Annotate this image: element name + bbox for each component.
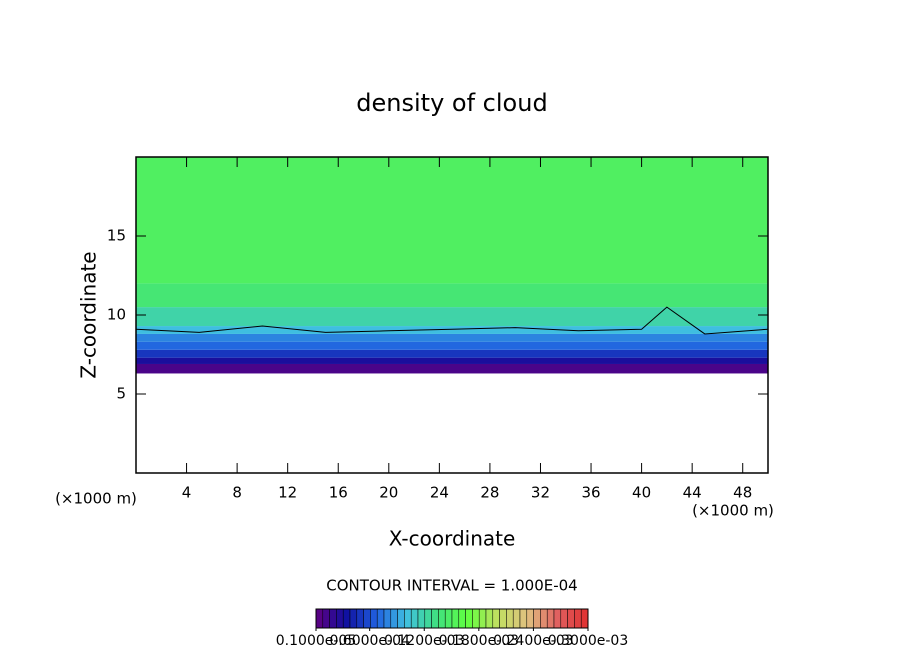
y-tick-label: 5 [116,385,126,403]
colorbar-swatch [574,608,582,629]
x-axis-label: X-coordinate [389,527,516,551]
x-tick-label: 16 [329,484,348,502]
colorbar-tick-label: 0.1000e-05 [276,633,356,649]
colorbar-swatch [526,608,534,629]
contour-interval: CONTOUR INTERVAL = 1.000E-04 [326,577,577,595]
colorbar-swatch [512,608,521,629]
x-tick-label: 24 [430,484,449,502]
colorbar-swatch [553,608,562,629]
field-cell [136,157,768,284]
colorbar-swatch [580,608,589,629]
chart-title: density of cloud [356,89,547,117]
field-cell [136,326,768,334]
colorbar-swatch [478,608,487,629]
colorbar-swatch [472,608,480,629]
field-cell [136,363,768,374]
field-cell [136,357,768,364]
field-cell [136,283,768,308]
x-tick-label: 20 [379,484,398,502]
y-tick-label: 15 [107,227,126,245]
colorbar-swatch [519,608,528,629]
colorbar-swatch [370,608,378,629]
field [136,157,768,374]
colorbar-swatch [315,608,324,629]
colorbar-swatch [567,608,575,629]
colorbar-tick-label: 0.6000e-04 [329,633,410,649]
field-cell [136,341,768,350]
colorbar-swatch [356,608,364,629]
x-tick-label: 36 [581,484,600,502]
colorbar-swatch [540,608,548,629]
x-tick-label: 28 [480,484,499,502]
colorbar-swatch [349,608,358,629]
x-tick-label: 40 [632,484,651,502]
colorbar-swatch [485,608,494,629]
y-axis-label: Z-coordinate [77,251,101,378]
x-tick-label: 8 [232,484,242,502]
x-unit: (×1000 m) [692,502,774,520]
colorbar-tick-label: 0.1200e-03 [384,633,464,649]
colorbar-swatch [397,608,405,629]
contour-line [135,306,769,335]
colorbar-swatch [506,608,514,629]
colorbar-swatch [465,608,473,629]
field-cell [136,349,768,358]
y-unit: (×1000 m) [55,490,137,508]
colorbar-swatch [444,608,453,629]
colorbar-swatch [546,608,555,629]
field-cell [136,307,768,327]
colorbar-swatch [383,608,392,629]
colorbar-swatch [363,608,371,629]
colorbar-swatch [431,608,439,629]
colorbar-frame [315,608,589,629]
colorbar-swatch [424,608,432,629]
colorbar-swatch [404,608,412,629]
colorbar-swatch [376,608,385,629]
x-tick-label: 4 [182,484,192,502]
colorbar-swatch [533,608,541,629]
colorbar-swatch [322,608,330,629]
x-tick-label: 48 [733,484,752,502]
colorbar: 0.1000e-050.6000e-040.1200e-030.1800e-03… [276,608,628,649]
y-tick-label: 10 [107,306,126,324]
colorbar-swatch [390,608,398,629]
colorbar-swatch [560,608,568,629]
colorbar-swatch [417,608,426,629]
colorbar-tick-label: 0.3000e-03 [548,633,628,649]
field-cell [136,333,768,342]
colorbar-swatch [492,608,500,629]
colorbar-swatch [438,608,446,629]
colorbar-swatch [342,608,351,629]
colorbar-swatch [329,608,337,629]
colorbar-swatch [499,608,507,629]
x-tick-label: 32 [531,484,550,502]
x-tick-label: 12 [278,484,297,502]
colorbar-tick-label: 0.1800e-03 [439,633,519,649]
colorbar-swatch [410,608,419,629]
colorbar-swatch [451,608,460,629]
colorbar-tick-label: 0.2400e-03 [493,633,573,649]
x-tick-label: 44 [683,484,702,502]
colorbar-swatch [458,608,466,629]
colorbar-swatch [336,608,344,629]
